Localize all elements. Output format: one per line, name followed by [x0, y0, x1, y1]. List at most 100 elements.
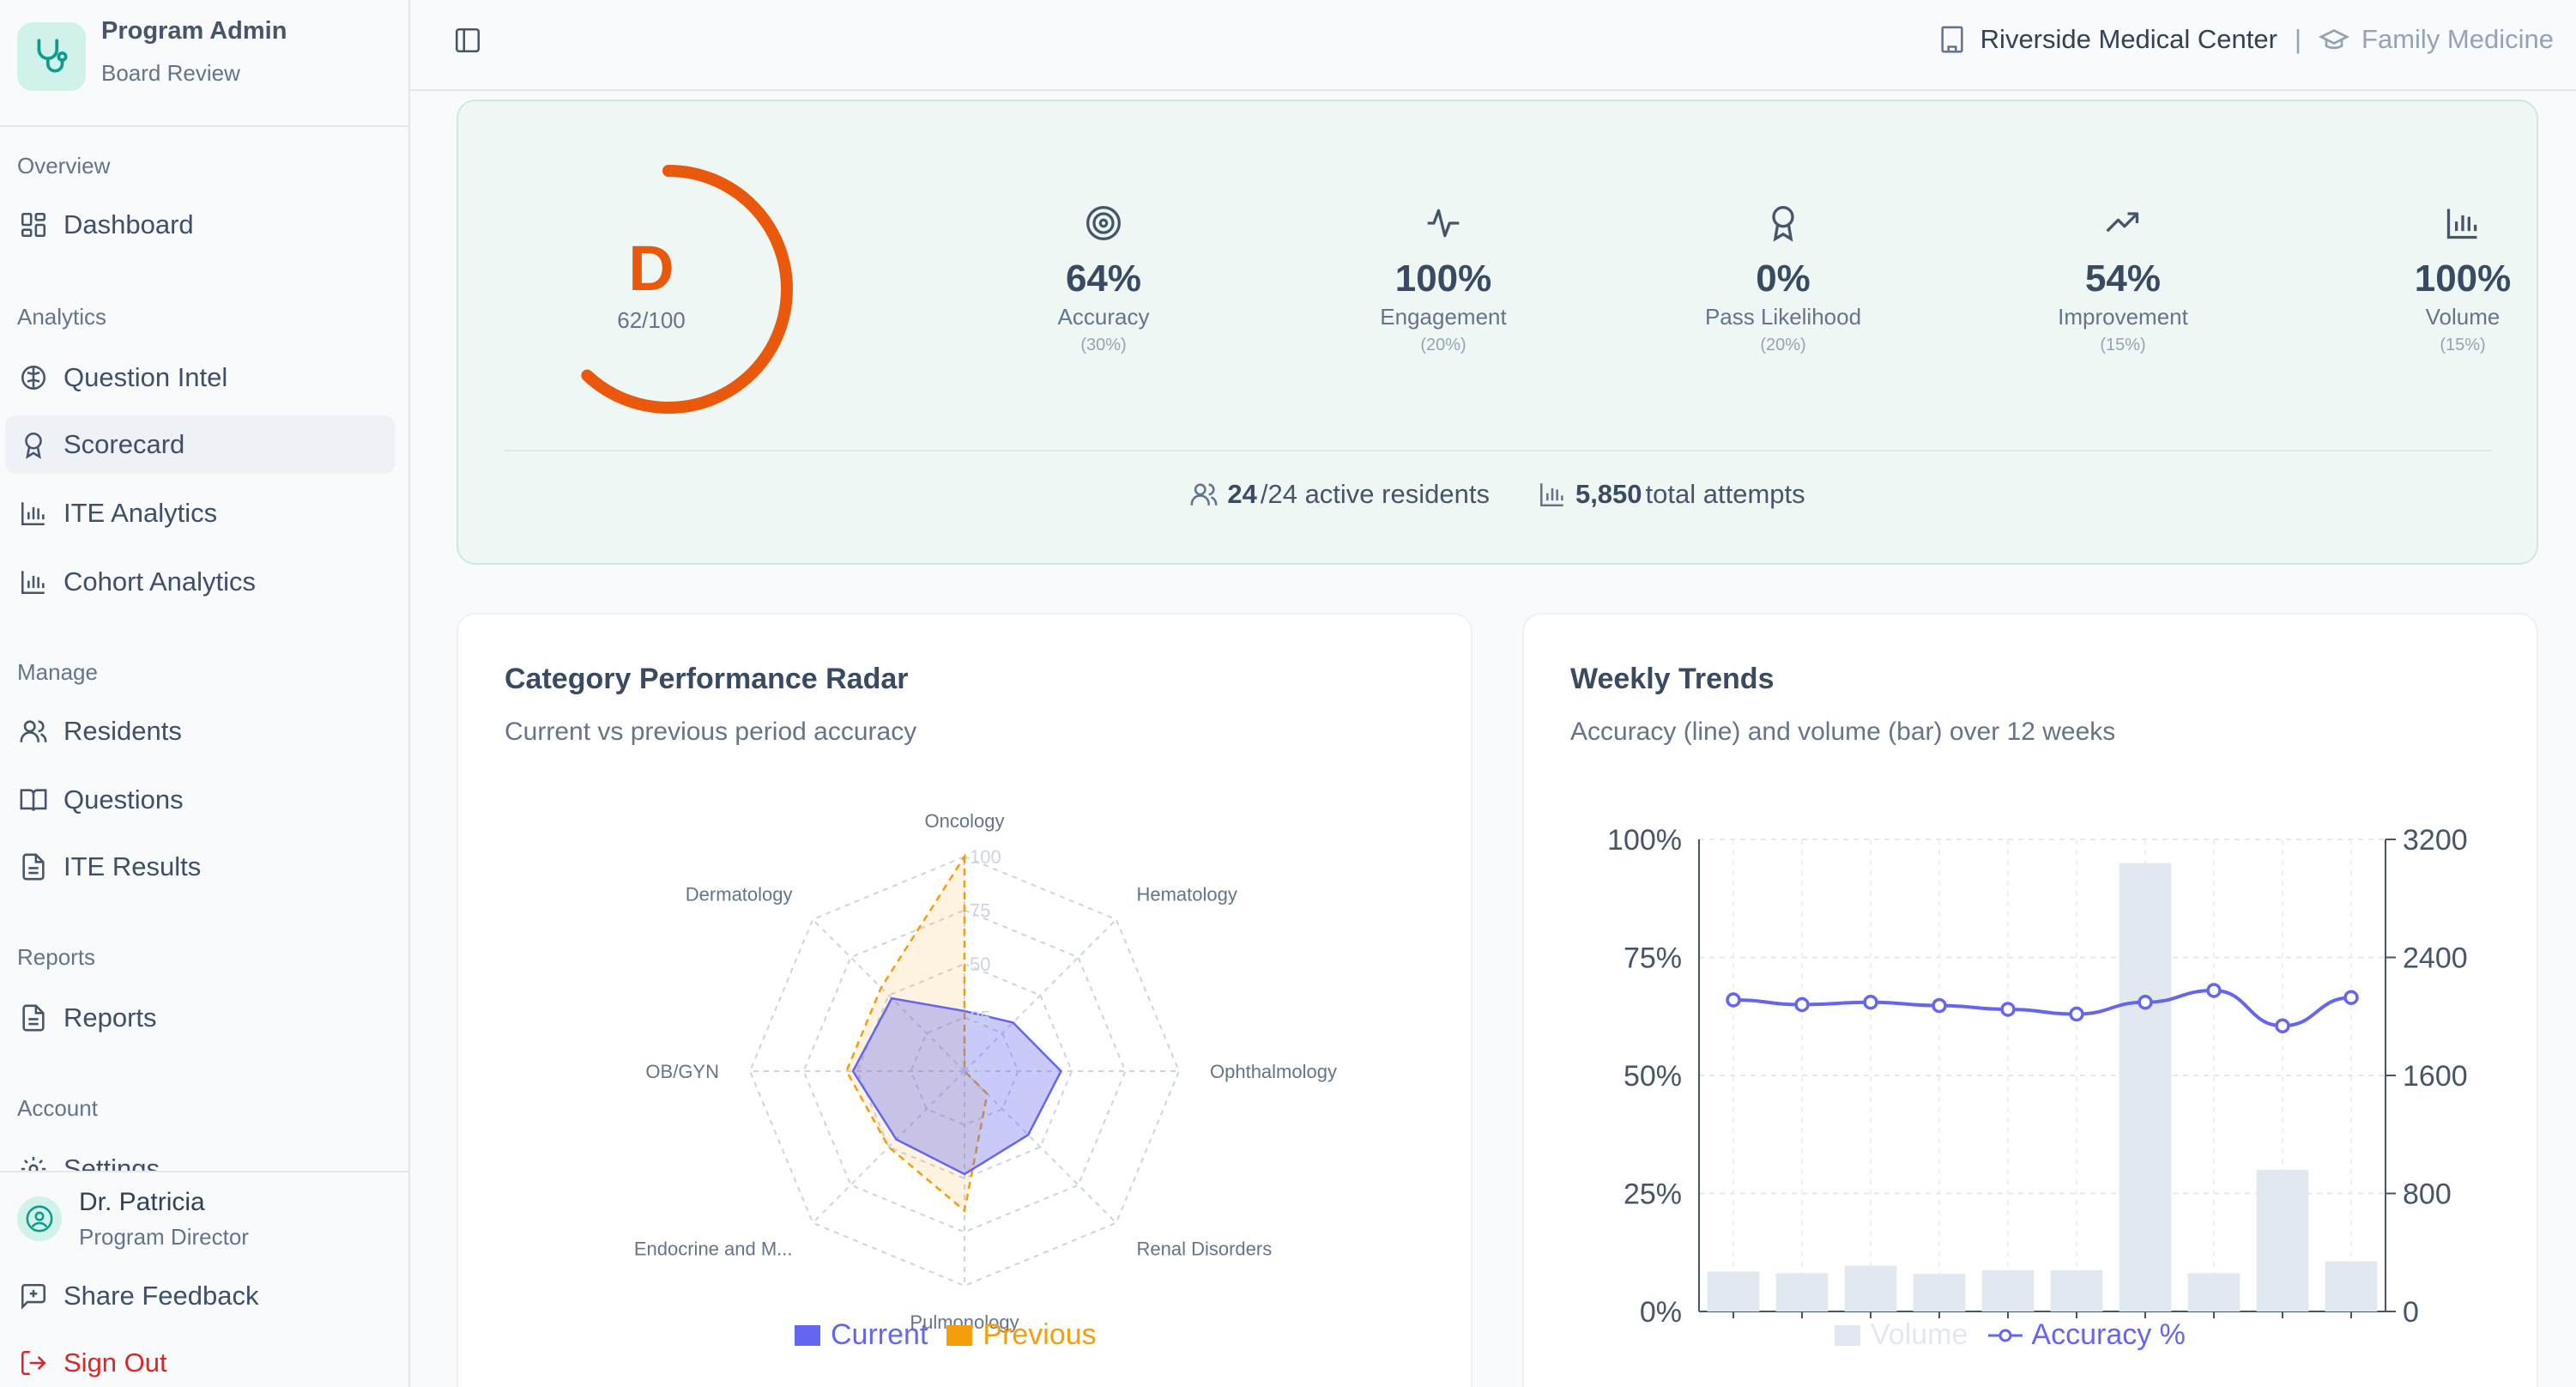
message-plus-icon [17, 1280, 50, 1312]
sidebar-item-scorecard[interactable]: Scorecard [5, 415, 395, 474]
metric-value: 0% [1756, 257, 1811, 300]
trends-card-title: Weekly Trends [1570, 663, 1775, 695]
radar-category-label: Endocrine and M... [634, 1238, 793, 1259]
volume-bar [2119, 863, 2172, 1311]
nav-section-manage: Manage [17, 659, 98, 685]
y-left-tick-label: 25% [1624, 1178, 1682, 1211]
accuracy-point [2069, 1006, 2084, 1022]
legend-swatch [1835, 1324, 1860, 1346]
legend-item-previous[interactable]: Previous [946, 1318, 1097, 1352]
metric-label: Volume [2425, 304, 2500, 330]
radar-spoke [964, 1070, 1117, 1224]
bar-chart-icon [1538, 480, 1567, 509]
legend-label: Volume [1871, 1318, 1968, 1351]
y-left-tick-label: 75% [1624, 942, 1682, 975]
x-tick-label: Jan 26 [2252, 1324, 2312, 1327]
bar-chart-icon [17, 497, 50, 530]
accuracy-point [1932, 997, 1947, 1014]
y-right-tick-label: 800 [2403, 1178, 2452, 1211]
legend-label: Previous [983, 1318, 1097, 1351]
sidebar-item-residents[interactable]: Residents [5, 702, 395, 760]
active-residents-count: 24 [1227, 479, 1257, 509]
metric-value: 100% [2414, 257, 2512, 300]
legend-item-accuracy[interactable]: Accuracy % [1986, 1318, 2186, 1352]
accuracy-point [1726, 992, 1741, 1008]
file-icon [17, 851, 50, 883]
users-icon [17, 715, 50, 748]
radar-grid-ring [856, 962, 1073, 1180]
volume-bar [1707, 1271, 1760, 1311]
volume-bar [1913, 1274, 1966, 1311]
y-right-tick-label: 3200 [2403, 824, 2468, 857]
log-out-icon [17, 1347, 50, 1379]
metric-label: Improvement [2058, 304, 2188, 330]
metric-improvement: 54% Improvement (15%) [1994, 203, 2252, 355]
sidebar-item-questions[interactable]: Questions [5, 771, 395, 829]
brand-header: Program Admin Board Review [0, 0, 408, 127]
accuracy-point [1863, 995, 1878, 1010]
radar-spoke [812, 1070, 965, 1224]
sidebar-item-ite-analytics[interactable]: ITE Analytics [5, 484, 395, 542]
sidebar-item-label: Reports [63, 1002, 157, 1033]
x-tick-label: Dec 8 [1776, 1324, 1828, 1327]
y-left-tick-label: 100% [1607, 824, 1682, 857]
grade-ring [544, 165, 793, 414]
grade-score: 62/100 [617, 307, 686, 333]
sidebar-item-question-intel[interactable]: Question Intel [5, 348, 395, 407]
total-attempts-stat: 5,850 total attempts [1538, 479, 1805, 510]
accuracy-point [2343, 990, 2359, 1005]
sidebar-item-reports[interactable]: Reports [5, 989, 395, 1047]
activity-icon [1315, 203, 1572, 244]
share-feedback-button[interactable]: Share Feedback [5, 1267, 395, 1325]
book-icon [17, 784, 50, 816]
volume-bar [1844, 1265, 1897, 1311]
sign-out-label: Sign Out [63, 1348, 167, 1378]
sign-out-button[interactable]: Sign Out [5, 1334, 395, 1387]
banner-footer: 24 /24 active residents 5,850 total atte… [458, 479, 2537, 510]
radar-chart: 0 25 50 75 100 Oncology Hematology Ophthalmolog… [634, 810, 1337, 1333]
x-tick-label: Jan 5 [2053, 1324, 2101, 1327]
nav-section-reports: Reports [17, 944, 96, 970]
sidebar-item-cohort-analytics[interactable]: Cohort Analytics [5, 553, 395, 611]
accuracy-line [1732, 988, 2352, 1028]
brain-icon [17, 361, 50, 394]
metric-volume: 100% Volume (15%) [2334, 203, 2576, 355]
legend-label: Accuracy % [2031, 1318, 2186, 1351]
radar-series-current [851, 996, 1063, 1176]
sidebar-item-label: Dashboard [63, 209, 194, 239]
sidebar-item-label: ITE Analytics [63, 498, 218, 528]
radar-category-label: Hematology [1136, 884, 1237, 905]
user-role: Program Director [79, 1224, 249, 1250]
radar-spoke [964, 918, 1117, 1072]
radar-card-subtitle: Current vs previous period accuracy [505, 718, 917, 746]
x-tick-label: Jan 12 [2115, 1324, 2174, 1327]
avatar[interactable] [17, 1196, 62, 1241]
total-attempts-count: 5,850 [1575, 479, 1642, 509]
trends-card-subtitle: Accuracy (line) and volume (bar) over 12… [1570, 718, 2116, 746]
bar-chart-icon [17, 566, 50, 598]
trends-card: Weekly Trends Accuracy (line) and volume… [1522, 613, 2538, 1387]
y-right-tick-label: 1600 [2403, 1060, 2468, 1093]
legend-line-icon [1988, 1329, 2023, 1342]
user-name: Dr. Patricia [79, 1188, 205, 1216]
legend-item-current[interactable]: Current [795, 1318, 928, 1352]
trending-up-icon [1994, 203, 2252, 244]
y-right-tick-label: 2400 [2403, 942, 2468, 975]
sidebar-toggle-icon[interactable] [450, 22, 486, 58]
metric-weight: (20%) [1760, 336, 1806, 354]
metric-weight: (15%) [2440, 336, 2486, 354]
sidebar-item-label: Scorecard [63, 429, 185, 459]
metric-value: 54% [2084, 257, 2162, 300]
radar-category-label: OB/GYN [645, 1061, 719, 1082]
user-block: Dr. Patricia Program Director Share Feed… [0, 1171, 408, 1387]
building-icon [1938, 25, 1967, 54]
radar-category-label: Dermatology [686, 884, 793, 905]
legend-item-volume[interactable]: Volume [1835, 1318, 1968, 1352]
volume-bar [2187, 1273, 2240, 1311]
app-subtitle: Board Review [101, 60, 240, 86]
y-left-tick-label: 50% [1624, 1060, 1682, 1093]
y-left-tick-label: 0% [1640, 1296, 1682, 1327]
header-context: Riverside Medical Center | Family Medici… [1938, 21, 2554, 58]
sidebar-item-dashboard[interactable]: Dashboard [5, 196, 395, 254]
sidebar-item-ite-results[interactable]: ITE Results [5, 838, 395, 896]
